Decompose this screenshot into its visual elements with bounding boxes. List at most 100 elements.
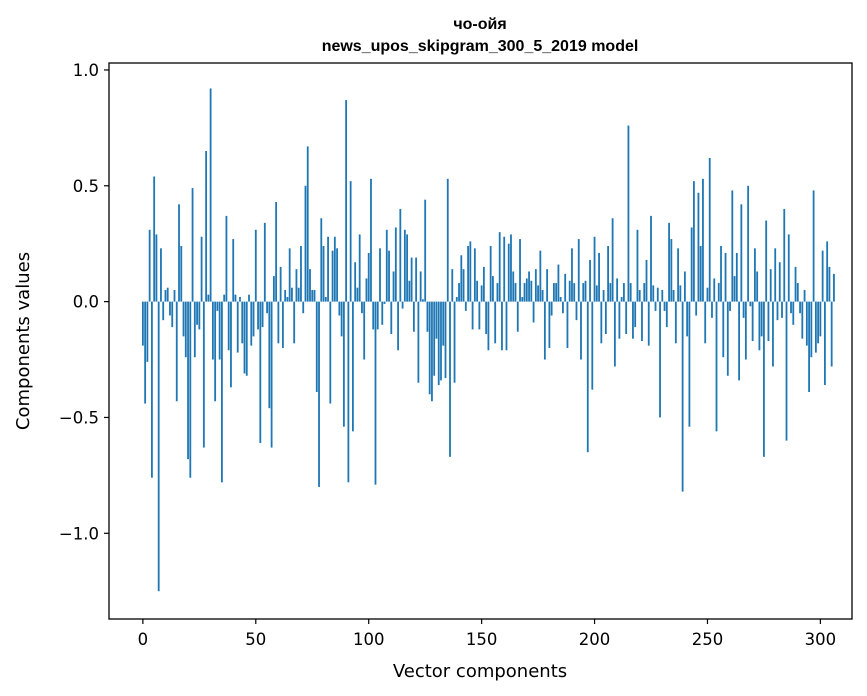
bar-253 — [713, 278, 716, 302]
bar-23 — [193, 301, 196, 358]
bar-51 — [257, 301, 259, 330]
bar-306 — [833, 273, 835, 302]
bar-2 — [146, 301, 149, 362]
bar-288 — [792, 301, 795, 325]
bar-129 — [433, 301, 436, 376]
bar-198 — [589, 259, 591, 302]
bar-187 — [564, 273, 567, 302]
bar-11 — [166, 287, 169, 302]
bar-4 — [151, 301, 153, 478]
bar-55 — [266, 301, 268, 314]
bar-169 — [523, 283, 526, 302]
bar-13 — [171, 301, 174, 328]
bar-25 — [198, 301, 201, 330]
bar-247 — [699, 246, 702, 302]
bar-22 — [191, 188, 194, 302]
bar-91 — [347, 301, 350, 483]
bar-134 — [444, 301, 447, 379]
bar-278 — [769, 269, 772, 302]
bar-239 — [681, 301, 684, 492]
bar-28 — [205, 151, 208, 302]
bar-207 — [609, 283, 612, 302]
bar-132 — [440, 301, 442, 381]
bar-71 — [302, 301, 305, 314]
x-tick-label: 250 — [692, 630, 724, 649]
bar-70 — [300, 246, 302, 302]
bar-237 — [677, 248, 680, 302]
bar-59 — [275, 202, 278, 302]
x-axis-label: Vector components — [393, 661, 567, 682]
bar-139 — [455, 296, 458, 302]
bar-182 — [552, 283, 555, 302]
bar-41 — [234, 294, 237, 302]
bar-21 — [189, 301, 192, 478]
bar-161 — [505, 301, 508, 351]
bar-285 — [785, 301, 788, 441]
bar-5 — [153, 176, 156, 302]
bar-233 — [668, 222, 670, 302]
bar-217 — [632, 301, 634, 339]
bar-257 — [722, 301, 725, 358]
bar-209 — [613, 301, 616, 367]
bar-199 — [591, 301, 594, 390]
bar-282 — [778, 262, 781, 302]
bar-221 — [641, 301, 643, 341]
bar-36 — [223, 294, 226, 302]
bar-19 — [184, 301, 187, 358]
bar-61 — [279, 266, 282, 302]
bar-196 — [584, 280, 587, 302]
bar-178 — [543, 301, 546, 360]
x-tick-label: 0 — [138, 630, 149, 649]
bar-24 — [196, 301, 198, 325]
bar-131 — [437, 301, 440, 386]
bar-270 — [751, 301, 754, 341]
bar-305 — [830, 301, 833, 367]
bar-220 — [638, 290, 641, 302]
bar-155 — [492, 276, 494, 302]
bar-240 — [683, 271, 686, 302]
bar-268 — [747, 185, 750, 302]
bar-271 — [753, 248, 756, 302]
bar-140 — [458, 283, 460, 302]
bar-53 — [261, 301, 264, 328]
bar-192 — [575, 301, 578, 321]
bar-218 — [634, 301, 637, 328]
bar-265 — [740, 204, 743, 302]
bar-27 — [202, 301, 205, 448]
bar-188 — [566, 301, 569, 348]
bar-234 — [670, 239, 673, 302]
bar-190 — [571, 248, 573, 302]
bar-14 — [173, 290, 176, 302]
bar-245 — [695, 301, 698, 316]
bars-group — [141, 88, 835, 592]
bar-164 — [512, 271, 515, 302]
bar-212 — [620, 296, 623, 302]
bar-297 — [812, 190, 815, 302]
bar-8 — [160, 248, 162, 302]
bar-49 — [252, 301, 255, 337]
bar-81 — [324, 296, 327, 302]
bar-150 — [480, 285, 483, 302]
bar-179 — [546, 269, 549, 302]
bar-176 — [539, 250, 542, 302]
bar-63 — [284, 290, 287, 302]
bar-289 — [794, 266, 797, 302]
bar-111 — [392, 271, 395, 302]
bar-40 — [232, 239, 235, 302]
bar-154 — [489, 246, 492, 302]
bar-96 — [358, 234, 361, 302]
bar-42 — [236, 301, 239, 353]
bar-9 — [162, 301, 165, 321]
bar-101 — [370, 178, 372, 302]
x-tick-label: 50 — [245, 630, 266, 649]
bar-303 — [826, 241, 829, 302]
bar-159 — [501, 301, 503, 351]
bar-75 — [311, 290, 314, 302]
bar-177 — [541, 290, 544, 302]
bar-37 — [225, 215, 228, 302]
bar-64 — [286, 296, 289, 302]
bar-264 — [738, 301, 740, 381]
bar-231 — [663, 301, 666, 311]
bar-26 — [200, 236, 203, 302]
bar-275 — [763, 301, 765, 457]
